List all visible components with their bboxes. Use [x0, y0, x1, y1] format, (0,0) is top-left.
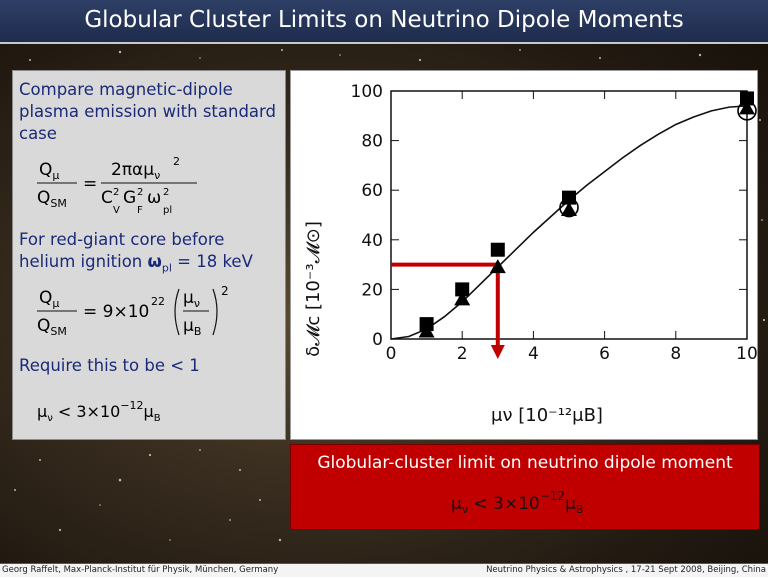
x-tick-label: 8 — [670, 344, 681, 364]
fit-curve — [390, 105, 748, 340]
data-point-triangle — [561, 202, 577, 217]
core-mass-chart: δ𝓜c [10⁻³𝓜⊙] μν [10⁻¹²μB] 0 2 4 6 8 100204060… — [303, 82, 758, 426]
y-tick-label: 60 — [361, 181, 383, 201]
svg-text:2: 2 — [173, 155, 180, 168]
svg-text:C: C — [101, 188, 113, 208]
svg-text:QSM: QSM — [37, 316, 67, 338]
footer-right: Neutrino Physics & Astrophysics , 17-21 … — [486, 565, 766, 575]
svg-text:F: F — [137, 205, 143, 216]
data-point-triangle — [454, 291, 471, 306]
data-point-triangle — [418, 323, 435, 338]
svg-text:QSM: QSM — [37, 188, 67, 210]
svg-text:ω: ω — [147, 188, 161, 208]
result-equation: μν < 3×10−12μB — [451, 489, 583, 516]
data-point-triangle — [739, 100, 755, 115]
footer: Georg Raffelt, Max-Planck-Institut für P… — [0, 563, 768, 577]
limit-arrowhead — [490, 345, 505, 359]
y-tick-label: 0 — [372, 330, 383, 350]
x-tick-label: 4 — [528, 344, 539, 364]
x-tick-label: 6 — [599, 344, 610, 364]
data-point-circle — [737, 101, 757, 121]
svg-text:G: G — [123, 188, 136, 208]
svg-text:μν < 3×10−12μB: μν < 3×10−12μB — [37, 399, 161, 424]
x-tick-label: 10 — [736, 344, 757, 364]
y-tick-label: 80 — [361, 132, 383, 152]
x-tick-label: 2 — [457, 344, 468, 364]
svg-text:2: 2 — [113, 187, 119, 198]
slide-title: Globular Cluster Limits on Neutrino Dipo… — [0, 0, 768, 44]
result-title: Globular-cluster limit on neutrino dipol… — [317, 453, 733, 473]
x-axis-label: μν [10⁻¹²μB] — [491, 405, 603, 426]
explanation-panel: Compare magnetic-dipole plasma emission … — [12, 70, 286, 440]
svg-text:=: = — [83, 174, 97, 194]
y-tick-label: 40 — [361, 231, 383, 251]
x-tick-label: 0 — [386, 344, 397, 364]
data-point-circle — [559, 197, 579, 218]
svg-text:μν: μν — [183, 288, 200, 310]
red-giant-text: For red-giant core before helium ignitio… — [19, 230, 253, 275]
compare-text: Compare magnetic-dipole plasma emission … — [19, 80, 277, 143]
y-tick-label: 100 — [351, 82, 383, 102]
footer-left: Georg Raffelt, Max-Planck-Institut für P… — [2, 565, 279, 575]
data-point-square — [562, 190, 576, 205]
svg-text:μν < 3×10−12μB: μν < 3×10−12μB — [451, 489, 583, 516]
data-point-square — [455, 282, 470, 297]
svg-text:μB: μB — [183, 316, 201, 338]
svg-text:V: V — [113, 205, 120, 216]
data-point-triangle — [489, 259, 506, 274]
svg-text:2: 2 — [137, 187, 143, 198]
svg-text:Qμ: Qμ — [39, 288, 59, 310]
svg-text:2: 2 — [163, 187, 169, 198]
y-tick-label: 20 — [361, 280, 383, 300]
result-box: Globular-cluster limit on neutrino dipol… — [290, 444, 760, 530]
svg-text:2: 2 — [221, 284, 229, 298]
require-text: Require this to be < 1 — [19, 356, 200, 375]
svg-text:= 9×10: = 9×10 — [83, 302, 149, 322]
svg-text:22: 22 — [151, 295, 165, 308]
dipole-limit-equation: μν < 3×10−12μB — [37, 399, 161, 424]
svg-text:pl: pl — [163, 205, 172, 216]
emission-ratio-numeric-equation: Qμ QSM = 9×10 22 μν μB 2 — [37, 284, 229, 338]
y-axis-label: δ𝓜c [10⁻³𝓜⊙] — [303, 221, 324, 357]
data-point-square — [490, 242, 505, 257]
plot-frame — [390, 90, 748, 340]
svg-text:2παμν: 2παμν — [111, 160, 160, 182]
core-mass-chart-panel: δ𝓜c [10⁻³𝓜⊙] μν [10⁻¹²μB] 0 2 4 6 8 10 0 20 40 60… — [290, 70, 758, 440]
emission-ratio-equation: Qμ QSM = 2παμν 2 C 2 V G 2 F ω 2 pl — [37, 155, 197, 216]
svg-text:Qμ: Qμ — [39, 160, 59, 182]
